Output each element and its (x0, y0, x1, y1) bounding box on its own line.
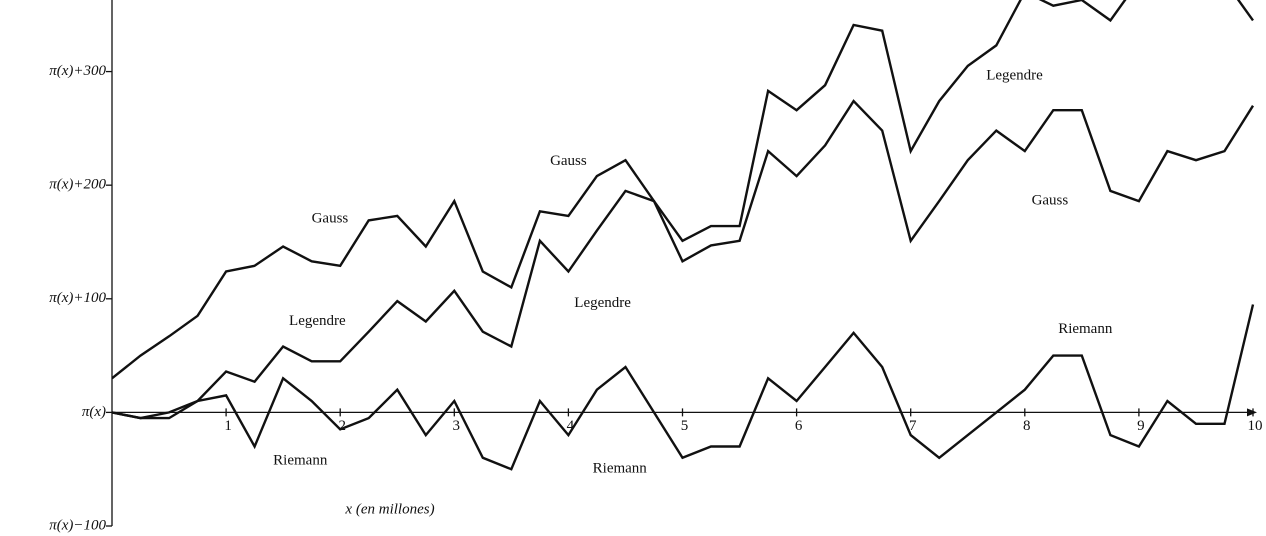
y-tick-label: π(x)+300 (49, 63, 106, 79)
series-annotation: Gauss (312, 211, 349, 227)
series-annotation: Riemann (273, 453, 328, 469)
series-annotation: Riemann (1058, 321, 1113, 337)
x-tick-label: 1 (224, 418, 232, 434)
y-tick-label: π(x) (82, 404, 106, 420)
x-tick-label: 4 (567, 418, 575, 434)
series-line (112, 304, 1255, 471)
series-annotation: Gauss (550, 153, 587, 169)
y-tick-label: π(x)−100 (49, 517, 106, 533)
x-axis-arrow (1247, 408, 1257, 417)
x-axis-label: x (en millones) (344, 501, 434, 517)
series-line (112, 99, 1255, 380)
series-annotation: Legendre (574, 295, 631, 311)
x-tick-label: 10 (1248, 418, 1263, 434)
x-tick-label: 7 (909, 418, 917, 434)
x-tick-label: 3 (453, 418, 461, 434)
y-tick-label: π(x)+100 (49, 290, 106, 306)
series-annotation: Riemann (593, 461, 648, 477)
x-tick-label: 5 (681, 418, 689, 434)
x-tick-label: 9 (1137, 418, 1145, 434)
x-tick-label: 8 (1023, 418, 1031, 434)
y-tick-label: π(x)+200 (49, 177, 106, 193)
series-annotation: Gauss (1032, 193, 1069, 209)
plot-area (112, 0, 1255, 471)
x-tick-label: 6 (795, 418, 803, 434)
series-line (112, 0, 1254, 420)
series-annotation: Legendre (986, 68, 1043, 84)
series-annotation: Legendre (289, 313, 346, 329)
x-tick-label: 2 (338, 418, 346, 434)
